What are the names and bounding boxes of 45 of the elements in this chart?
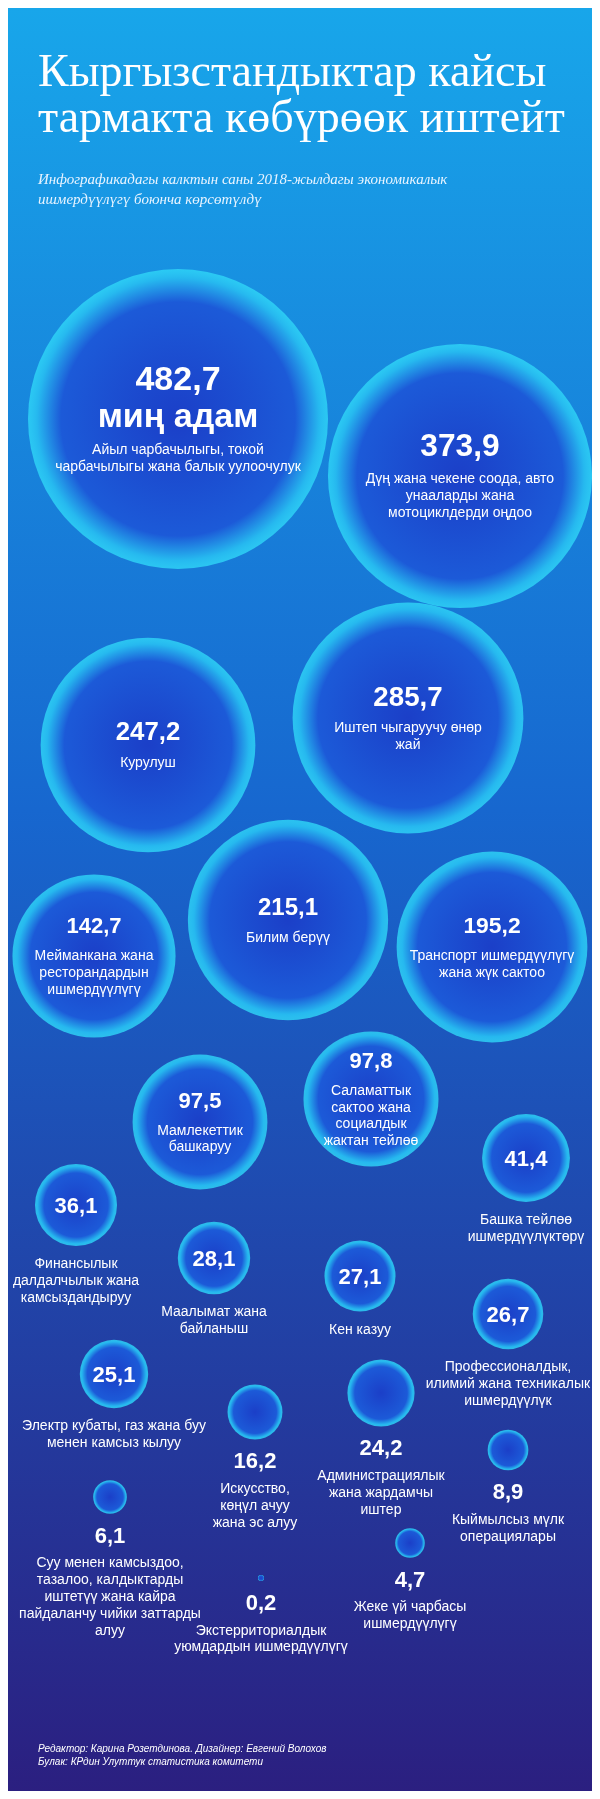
- data-label: 215,1: [257, 892, 319, 920]
- data-label: 373,9: [420, 427, 500, 464]
- category-label: Транспорт ишмердүүлүгү жана жүк сактоо: [409, 946, 575, 980]
- text: Кыргызстандыктар кайсы тармакта көбүрөөк иштейт: [38, 45, 565, 142]
- category-label: Кен казуу: [329, 1320, 391, 1337]
- category-label: Искусство, көңүл ачуу жана эс алуу: [212, 1479, 298, 1530]
- data-label: 142,7: [66, 913, 122, 939]
- category-label: Иштеп чыгаруучу өнөр жай: [334, 719, 483, 753]
- category-label: Электр кубаты, газ жана буу менен камсыз кылуу: [22, 1417, 206, 1451]
- data-label: 195,2: [463, 912, 521, 939]
- category-label: Башка тейлөө ишмердүүлүктөрү: [467, 1210, 585, 1244]
- category-label: Курулуш: [120, 754, 176, 771]
- data-label: 4,7: [394, 1566, 426, 1592]
- data-label: 97,8: [349, 1048, 393, 1073]
- category-label: Айыл чарбачылыгы, токой чарбачылыгы жана балык уулоочулук: [55, 440, 302, 474]
- data-label: 41,4: [504, 1145, 549, 1171]
- data-label: 36,1: [54, 1192, 98, 1218]
- category-label: Саламаттык сактоо жана социалдык жактан тейлөө: [323, 1081, 419, 1149]
- text: Инфографикадагы калктын саны 2018-жылдагы экономикалык ишмердүүлүгү боюнча көрсөтүлдү: [37, 171, 449, 207]
- category-label: Маалымат жана байланыш: [161, 1303, 268, 1336]
- data-label: 285,7: [373, 680, 443, 712]
- data-label: 0,2: [245, 1589, 277, 1615]
- data-label: 26,7: [486, 1301, 530, 1327]
- category-label: Профессионалдык, илимий жана техникалык ишмердүүлүк: [425, 1358, 592, 1408]
- category-label: Кыймылсыз мүлк операциялары: [451, 1510, 565, 1544]
- data-label: 27,1: [338, 1263, 382, 1289]
- text: Булак: КРдин Улуттук статистика комитети: [38, 1756, 264, 1767]
- data-label: 97,5: [178, 1087, 222, 1113]
- text: Редактор: Карина Розетдинова. Дизайнер: Евгений Волохов: [38, 1743, 327, 1754]
- category-label: Дүң жана чекене соода, авто унааларды жана мотоциклдерди оңдоо: [365, 470, 555, 520]
- category-label: Жеке үй чарбасы ишмердүүлүгү: [353, 1598, 467, 1632]
- category-label: Экстерриториалдык уюмдардын ишмердүүлүгү: [174, 1621, 348, 1655]
- data-label: 482,7 миң адам: [97, 358, 259, 435]
- data-label: 25,1: [92, 1361, 136, 1387]
- category-label: Билим берүү: [246, 928, 330, 945]
- data-label: 8,9: [492, 1479, 524, 1505]
- data-label: 16,2: [233, 1448, 277, 1474]
- category-label: Администрациялык жана жардамчы иштер: [317, 1467, 446, 1517]
- data-label: 28,1: [192, 1245, 236, 1271]
- data-label: 6,1: [94, 1522, 126, 1548]
- data-label: 247,2: [115, 717, 181, 746]
- category-label: Финансылык далдалчылык жана камсыздандыруу: [12, 1255, 140, 1305]
- category-label: Мейманкана жана ресторандардын ишмердүүлүгү: [34, 947, 154, 997]
- category-label: Мамлекеттик башкаруу: [157, 1121, 244, 1155]
- data-label: 24,2: [359, 1435, 403, 1461]
